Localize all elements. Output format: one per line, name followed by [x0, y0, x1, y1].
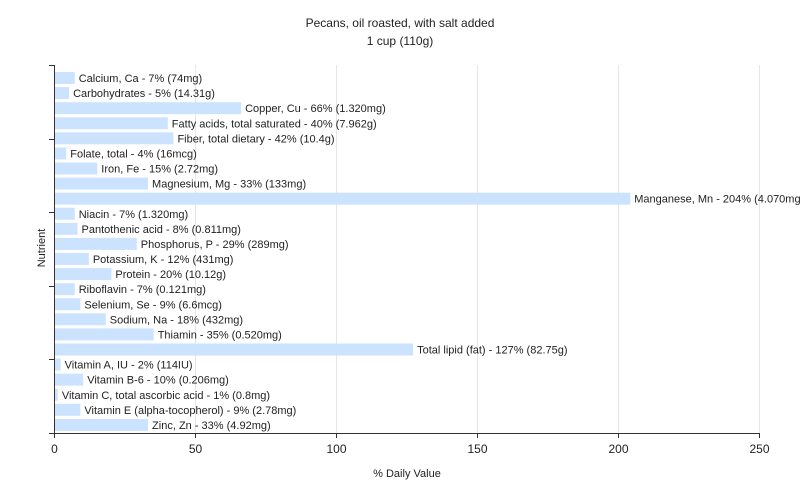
x-tick-label: 100 — [326, 442, 346, 456]
x-tick-label: 150 — [467, 442, 487, 456]
bar — [55, 358, 61, 371]
x-axis-ticks: 0 50 100 150 200 250 — [49, 65, 770, 456]
bar — [55, 268, 112, 281]
bar — [55, 147, 67, 160]
bar — [55, 132, 174, 145]
bar — [55, 177, 149, 190]
bar — [55, 87, 70, 100]
bar — [55, 298, 81, 311]
bars: Calcium, Ca - 7% (74mg) Carbohydrates - 5… — [55, 72, 800, 432]
bar-label: Phosphorus, P - 29% (289mg) — [141, 239, 289, 251]
x-axis-title: % Daily Value — [373, 468, 441, 480]
x-tick-label: 0 — [51, 442, 58, 456]
chart-title: Pecans, oil roasted, with salt added — [306, 16, 495, 30]
bar-label: Vitamin B-6 - 10% (0.206mg) — [87, 375, 229, 387]
bar-label: Carbohydrates - 5% (14.31g) — [73, 88, 215, 100]
bar — [55, 117, 168, 130]
bar-label: Pantothenic acid - 8% (0.811mg) — [82, 224, 241, 236]
bar-label: Fiber, total dietary - 42% (10.4g) — [177, 133, 334, 145]
bar-label: Total lipid (fat) - 127% (82.75g) — [417, 345, 567, 357]
bar-label: Vitamin C, total ascorbic acid - 1% (0.8… — [62, 390, 270, 402]
bar-label: Vitamin A, IU - 2% (114IU) — [65, 360, 193, 372]
bar-label: Thiamin - 35% (0.520mg) — [158, 329, 282, 341]
bar — [55, 102, 242, 115]
bar — [55, 418, 149, 431]
bar-label: Folate, total - 4% (16mcg) — [70, 148, 197, 160]
bar — [55, 313, 106, 326]
bar-label: Magnesium, Mg - 33% (133mg) — [152, 179, 306, 191]
gridlines — [195, 65, 760, 433]
bar — [55, 192, 631, 205]
bar — [55, 72, 75, 84]
bar — [55, 328, 154, 341]
bar — [55, 283, 75, 296]
bar — [55, 253, 89, 265]
bar — [55, 403, 81, 416]
bar — [55, 388, 58, 401]
bar — [55, 343, 414, 356]
bar — [55, 373, 84, 386]
bar-label: Protein - 20% (10.12g) — [115, 269, 226, 281]
y-axis-title: Nutrient — [36, 229, 48, 268]
bar-label: Vitamin E (alpha-tocopherol) - 9% (2.78m… — [84, 405, 296, 417]
bar-label: Zinc, Zn - 33% (4.92mg) — [152, 420, 271, 432]
bar-label: Selenium, Se - 9% (6.6mcg) — [84, 299, 222, 311]
x-tick-label: 50 — [189, 442, 203, 456]
x-tick-label: 250 — [749, 442, 769, 456]
bar-label: Iron, Fe - 15% (2.72mg) — [101, 164, 218, 176]
bar — [55, 207, 75, 220]
bar — [55, 237, 137, 250]
bar-label: Copper, Cu - 66% (1.320mg) — [245, 103, 386, 115]
x-tick-label: 200 — [608, 442, 628, 456]
axes — [54, 65, 759, 434]
bar-label: Riboflavin - 7% (0.121mg) — [79, 284, 206, 296]
bar-label: Fatty acids, total saturated - 40% (7.96… — [172, 118, 377, 130]
bar-label: Manganese, Mn - 204% (4.070mg) — [634, 194, 800, 206]
bar — [55, 222, 78, 235]
bar-label: Potassium, K - 12% (431mg) — [93, 254, 234, 266]
bar-label: Sodium, Na - 18% (432mg) — [110, 314, 243, 326]
bar-label: Calcium, Ca - 7% (74mg) — [79, 73, 202, 85]
bar — [55, 162, 98, 175]
chart-subtitle: 1 cup (110g) — [367, 34, 434, 48]
bar-label: Niacin - 7% (1.320mg) — [79, 209, 188, 221]
